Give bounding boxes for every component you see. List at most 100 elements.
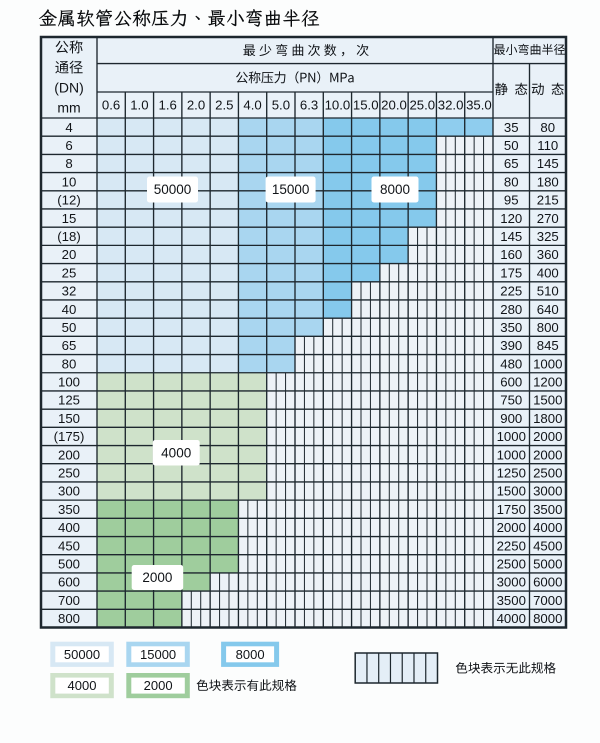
svg-text:700: 700 <box>58 593 80 608</box>
svg-text:2500: 2500 <box>533 466 562 481</box>
svg-text:15.0: 15.0 <box>353 98 379 113</box>
svg-text:300: 300 <box>58 484 80 499</box>
svg-text:2500: 2500 <box>497 557 526 572</box>
svg-text:8000: 8000 <box>380 182 410 197</box>
svg-text:80: 80 <box>540 120 555 135</box>
svg-text:4000: 4000 <box>497 611 526 626</box>
svg-text:325: 325 <box>537 229 559 244</box>
svg-text:40: 40 <box>62 302 77 317</box>
svg-text:400: 400 <box>537 265 559 280</box>
svg-text:2000: 2000 <box>142 570 172 585</box>
svg-text:80: 80 <box>62 356 77 371</box>
svg-text:32: 32 <box>62 284 77 299</box>
svg-text:200: 200 <box>58 447 80 462</box>
svg-text:3500: 3500 <box>497 593 526 608</box>
svg-text:1200: 1200 <box>533 375 562 390</box>
svg-text:8000: 8000 <box>236 647 265 662</box>
svg-text:3500: 3500 <box>533 502 562 517</box>
svg-text:110: 110 <box>537 138 558 153</box>
svg-text:1000: 1000 <box>497 429 526 444</box>
svg-text:225: 225 <box>500 284 522 299</box>
svg-text:145: 145 <box>500 229 522 244</box>
svg-text:15: 15 <box>62 211 77 226</box>
svg-text:8: 8 <box>65 156 72 171</box>
svg-text:215: 215 <box>537 193 559 208</box>
svg-text:360: 360 <box>537 247 559 262</box>
svg-text:1.6: 1.6 <box>159 98 177 113</box>
svg-text:25: 25 <box>62 265 77 280</box>
svg-text:15000: 15000 <box>272 182 310 197</box>
svg-text:2000: 2000 <box>144 678 173 693</box>
svg-text:500: 500 <box>58 557 80 572</box>
svg-text:640: 640 <box>537 302 559 317</box>
svg-text:4000: 4000 <box>533 520 562 535</box>
svg-text:2000: 2000 <box>533 429 562 444</box>
svg-text:1000: 1000 <box>497 447 526 462</box>
svg-text:1250: 1250 <box>497 466 526 481</box>
svg-text:600: 600 <box>58 575 80 590</box>
svg-text:160: 160 <box>500 247 522 262</box>
svg-text:65: 65 <box>62 338 77 353</box>
svg-text:50: 50 <box>62 320 77 335</box>
svg-text:5000: 5000 <box>533 557 562 572</box>
svg-text:95: 95 <box>504 193 519 208</box>
svg-text:(18): (18) <box>57 229 80 244</box>
svg-text:2.0: 2.0 <box>187 98 205 113</box>
svg-text:120: 120 <box>500 211 522 226</box>
svg-text:8000: 8000 <box>533 611 562 626</box>
svg-text:1500: 1500 <box>497 484 526 499</box>
svg-text:50000: 50000 <box>64 647 100 662</box>
svg-text:1500: 1500 <box>533 393 562 408</box>
svg-text:7000: 7000 <box>533 593 562 608</box>
svg-text:20: 20 <box>62 247 77 262</box>
svg-text:50000: 50000 <box>154 182 192 197</box>
svg-text:845: 845 <box>537 338 559 353</box>
svg-text:450: 450 <box>58 538 80 553</box>
svg-text:2000: 2000 <box>533 447 562 462</box>
svg-text:(12): (12) <box>57 193 80 208</box>
svg-text:2.5: 2.5 <box>215 98 233 113</box>
svg-text:0.6: 0.6 <box>102 98 120 113</box>
svg-text:1750: 1750 <box>497 502 526 517</box>
svg-text:4: 4 <box>65 120 72 135</box>
svg-text:10: 10 <box>62 174 77 189</box>
svg-text:10.0: 10.0 <box>325 98 351 113</box>
svg-text:1800: 1800 <box>533 411 562 426</box>
svg-text:150: 150 <box>58 411 80 426</box>
svg-text:4000: 4000 <box>68 678 97 693</box>
svg-text:80: 80 <box>504 174 519 189</box>
svg-text:350: 350 <box>58 502 80 517</box>
svg-text:280: 280 <box>500 302 522 317</box>
svg-text:mm: mm <box>57 99 80 115</box>
svg-text:250: 250 <box>58 466 80 481</box>
svg-text:15000: 15000 <box>140 647 176 662</box>
svg-text:4500: 4500 <box>533 538 562 553</box>
svg-text:32.0: 32.0 <box>438 98 464 113</box>
svg-text:3000: 3000 <box>533 484 562 499</box>
svg-text:35: 35 <box>504 120 519 135</box>
svg-text:2000: 2000 <box>497 520 526 535</box>
svg-text:1000: 1000 <box>533 356 562 371</box>
svg-text:400: 400 <box>58 520 80 535</box>
svg-text:175: 175 <box>500 265 522 280</box>
svg-text:(DN): (DN) <box>54 79 84 95</box>
svg-text:2250: 2250 <box>497 538 526 553</box>
svg-text:5.0: 5.0 <box>272 98 290 113</box>
svg-text:350: 350 <box>500 320 522 335</box>
svg-text:3000: 3000 <box>497 575 526 590</box>
svg-text:20.0: 20.0 <box>381 98 407 113</box>
svg-text:4000: 4000 <box>161 445 191 460</box>
svg-text:35.0: 35.0 <box>466 98 492 113</box>
svg-text:145: 145 <box>537 156 559 171</box>
svg-text:1.0: 1.0 <box>130 98 148 113</box>
svg-text:270: 270 <box>537 211 559 226</box>
svg-text:4.0: 4.0 <box>243 98 261 113</box>
svg-text:6: 6 <box>65 138 72 153</box>
svg-text:(175): (175) <box>54 429 85 444</box>
svg-text:180: 180 <box>537 174 559 189</box>
svg-text:600: 600 <box>500 375 522 390</box>
svg-text:50: 50 <box>504 138 519 153</box>
svg-text:6000: 6000 <box>533 575 562 590</box>
svg-text:800: 800 <box>537 320 559 335</box>
svg-text:750: 750 <box>500 393 522 408</box>
